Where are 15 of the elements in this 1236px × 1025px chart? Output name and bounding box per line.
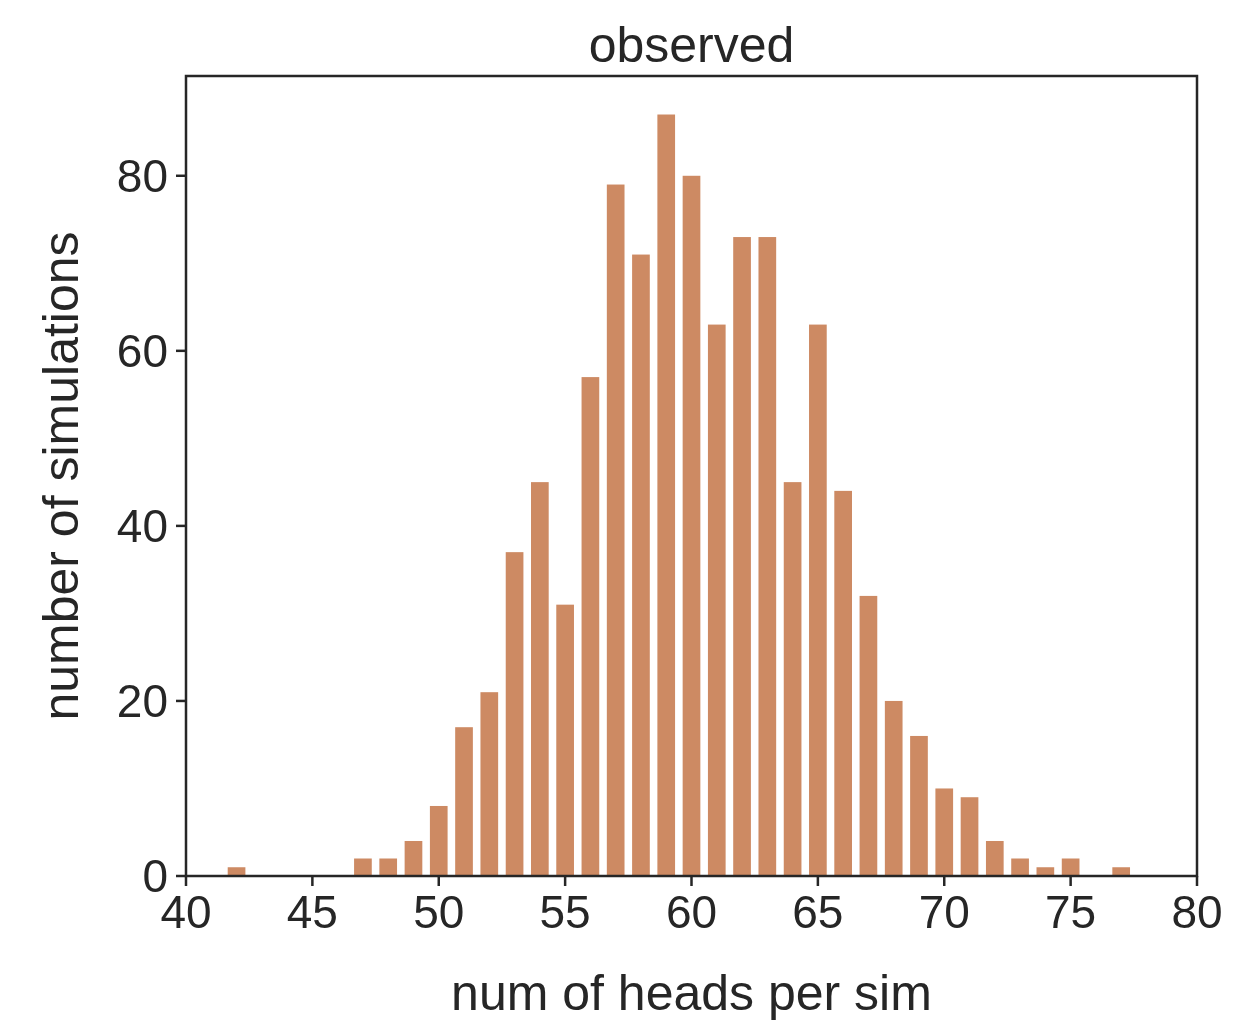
x-tick-label: 80	[1171, 886, 1223, 938]
y-tick-label: 40	[116, 499, 168, 552]
x-tick-label: 70	[918, 886, 970, 938]
x-tick-label: 60	[665, 886, 718, 938]
y-tick-label: 60	[116, 324, 168, 377]
x-tick-label: 65	[792, 886, 844, 938]
chart-title: observed	[588, 17, 795, 73]
x-tick-label: 45	[286, 886, 338, 938]
y-axis-title: number of simulations	[33, 231, 89, 721]
x-tick-label: 75	[1045, 886, 1097, 938]
x-tick-label: 50	[413, 886, 465, 938]
y-tick-label: 20	[116, 675, 168, 728]
x-tick-label: 55	[539, 886, 591, 938]
x-axis-title: num of heads per sim	[451, 965, 932, 1021]
y-tick-label: 80	[116, 149, 168, 202]
